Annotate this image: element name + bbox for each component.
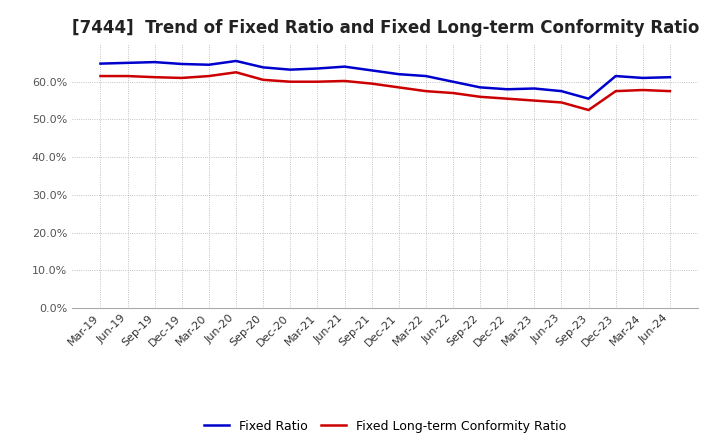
Fixed Long-term Conformity Ratio xyxy=(395,85,403,90)
Fixed Ratio xyxy=(123,60,132,66)
Fixed Long-term Conformity Ratio xyxy=(421,88,430,94)
Fixed Long-term Conformity Ratio xyxy=(259,77,268,82)
Fixed Ratio xyxy=(421,73,430,79)
Fixed Ratio xyxy=(367,68,376,73)
Fixed Ratio xyxy=(204,62,213,67)
Fixed Long-term Conformity Ratio xyxy=(232,70,240,75)
Title: [7444]  Trend of Fixed Ratio and Fixed Long-term Conformity Ratio: [7444] Trend of Fixed Ratio and Fixed Lo… xyxy=(71,19,699,37)
Fixed Long-term Conformity Ratio xyxy=(286,79,294,84)
Fixed Ratio xyxy=(530,86,539,91)
Fixed Ratio xyxy=(449,79,457,84)
Fixed Long-term Conformity Ratio xyxy=(557,100,566,105)
Fixed Ratio xyxy=(259,65,268,70)
Fixed Ratio xyxy=(611,73,620,79)
Fixed Ratio xyxy=(286,67,294,72)
Fixed Long-term Conformity Ratio xyxy=(150,74,159,80)
Fixed Long-term Conformity Ratio xyxy=(367,81,376,86)
Fixed Ratio xyxy=(313,66,322,71)
Line: Fixed Ratio: Fixed Ratio xyxy=(101,61,670,99)
Fixed Long-term Conformity Ratio xyxy=(96,73,105,79)
Fixed Long-term Conformity Ratio xyxy=(611,88,620,94)
Fixed Long-term Conformity Ratio xyxy=(503,96,511,101)
Fixed Ratio xyxy=(584,96,593,101)
Line: Fixed Long-term Conformity Ratio: Fixed Long-term Conformity Ratio xyxy=(101,72,670,110)
Fixed Long-term Conformity Ratio xyxy=(530,98,539,103)
Fixed Long-term Conformity Ratio xyxy=(449,90,457,95)
Fixed Long-term Conformity Ratio xyxy=(204,73,213,79)
Fixed Long-term Conformity Ratio xyxy=(476,94,485,99)
Fixed Ratio xyxy=(476,85,485,90)
Fixed Ratio xyxy=(395,72,403,77)
Fixed Long-term Conformity Ratio xyxy=(341,78,349,84)
Fixed Ratio xyxy=(96,61,105,66)
Fixed Long-term Conformity Ratio xyxy=(178,75,186,81)
Fixed Ratio xyxy=(150,59,159,65)
Fixed Ratio xyxy=(232,59,240,64)
Fixed Long-term Conformity Ratio xyxy=(639,88,647,93)
Fixed Long-term Conformity Ratio xyxy=(123,73,132,79)
Fixed Ratio xyxy=(665,74,674,80)
Legend: Fixed Ratio, Fixed Long-term Conformity Ratio: Fixed Ratio, Fixed Long-term Conformity … xyxy=(199,414,571,437)
Fixed Ratio xyxy=(178,61,186,66)
Fixed Long-term Conformity Ratio xyxy=(665,88,674,94)
Fixed Long-term Conformity Ratio xyxy=(584,107,593,113)
Fixed Ratio xyxy=(557,88,566,94)
Fixed Ratio xyxy=(341,64,349,69)
Fixed Long-term Conformity Ratio xyxy=(313,79,322,84)
Fixed Ratio xyxy=(639,75,647,81)
Fixed Ratio xyxy=(503,87,511,92)
